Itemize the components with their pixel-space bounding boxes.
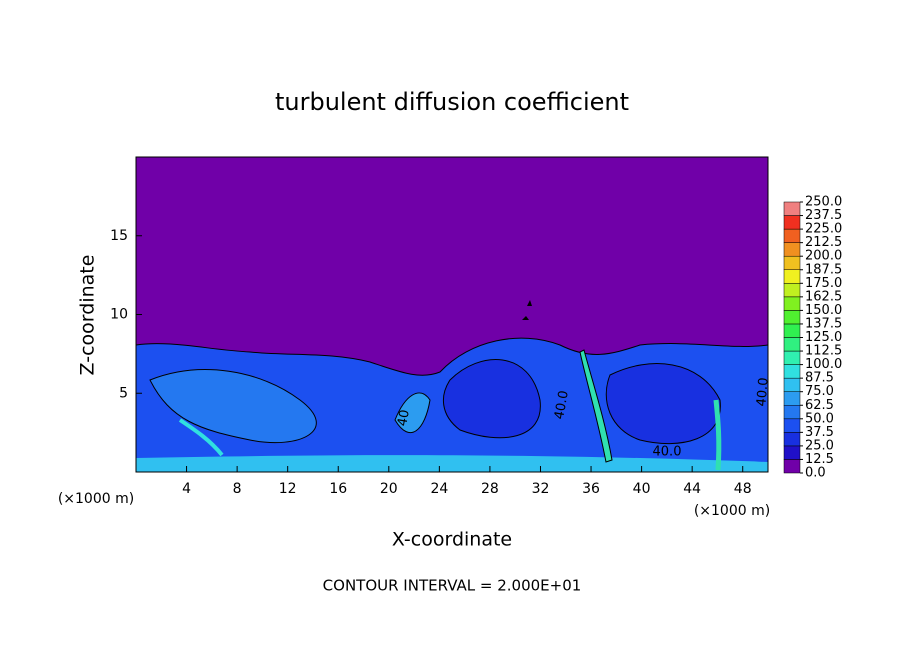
contour-label: 40.0 (552, 389, 572, 420)
x-tick-label: 36 (582, 481, 600, 497)
colorbar-band (783, 255, 801, 271)
x-tick-label: 4 (182, 481, 191, 497)
y-tick-label: 5 (119, 385, 128, 401)
colorbar-label: 25.0 (805, 438, 834, 453)
contour-label: 40 (395, 409, 413, 428)
contour-field (135, 157, 769, 473)
colorbar-label: 175.0 (805, 276, 842, 291)
colorbar-band (783, 242, 801, 257)
colorbar-label: 200.0 (805, 249, 842, 264)
colorbar-label: 150.0 (805, 303, 842, 318)
field-region (713, 399, 722, 471)
field-region (522, 300, 532, 320)
colorbar-label: 37.5 (805, 425, 834, 440)
y-tick-label: 15 (110, 228, 128, 244)
x-axis-label: X-coordinate (392, 529, 512, 551)
colorbar-label: 125.0 (805, 330, 842, 345)
colorbar-label: 237.5 (805, 208, 842, 223)
field-region (605, 363, 721, 445)
colorbar-band (783, 405, 801, 420)
colorbar-label: 250.0 (805, 195, 842, 210)
y-tick-label: 10 (110, 307, 128, 323)
colorbar-label: 187.5 (805, 262, 842, 277)
colorbar-label: 62.5 (805, 398, 834, 413)
colorbar-band (783, 215, 801, 230)
colorbar-band (783, 459, 801, 474)
colorbar-label: 0.0 (805, 466, 826, 481)
field-region (394, 392, 431, 434)
x-tick-label: 40 (633, 481, 651, 497)
colorbar-label: 12.5 (805, 452, 834, 467)
colorbar-band (783, 350, 801, 365)
x-tick-label: 28 (481, 481, 499, 497)
colorbar-band (783, 391, 801, 406)
colorbar-band (783, 377, 801, 392)
colorbar-label: 112.5 (805, 344, 842, 359)
x-tick-label: 8 (233, 481, 242, 497)
colorbar-band (783, 201, 801, 216)
colorbar-label: 75.0 (805, 384, 834, 399)
colorbar-label: 212.5 (805, 235, 842, 250)
x-tick-label: 24 (430, 481, 448, 497)
contour-label: 40.0 (754, 377, 771, 407)
x-tick-label: 16 (329, 481, 347, 497)
chart-title: turbulent diffusion coefficient (275, 88, 629, 116)
colorbar-band (783, 296, 801, 311)
colorbar-band (783, 283, 801, 298)
x-tick-label: 20 (380, 481, 398, 497)
contour-label: 40.0 (653, 445, 682, 460)
x-unit-label: (×1000 m) (694, 503, 770, 519)
field-region (149, 369, 317, 444)
colorbar-label: 100.0 (805, 357, 842, 372)
colorbar-band (783, 269, 801, 284)
colorbar-band (783, 445, 801, 460)
colorbar-band (783, 228, 801, 243)
colorbar-label: 162.5 (805, 289, 842, 304)
colorbar-label: 50.0 (805, 411, 834, 426)
x-tick-label: 44 (683, 481, 701, 497)
y-axis-label: Z-coordinate (77, 255, 99, 376)
colorbar-band (783, 432, 801, 447)
colorbar-band (783, 310, 801, 325)
x-tick-label: 48 (734, 481, 752, 497)
x-tick-label: 32 (532, 481, 550, 497)
colorbar-band (783, 364, 801, 379)
colorbar-label: 87.5 (805, 371, 834, 386)
field-region (579, 349, 613, 463)
x-unit-label: (×1000 m) (58, 491, 134, 507)
footer-note: CONTOUR INTERVAL = 2.000E+01 (323, 577, 582, 595)
field-region (178, 418, 224, 457)
colorbar-band (783, 323, 801, 338)
colorbar-band (783, 337, 801, 352)
x-tick-label: 12 (279, 481, 297, 497)
colorbar-band (783, 418, 801, 433)
colorbar-label: 225.0 (805, 222, 842, 237)
colorbar-label: 137.5 (805, 316, 842, 331)
field-region (442, 359, 541, 439)
